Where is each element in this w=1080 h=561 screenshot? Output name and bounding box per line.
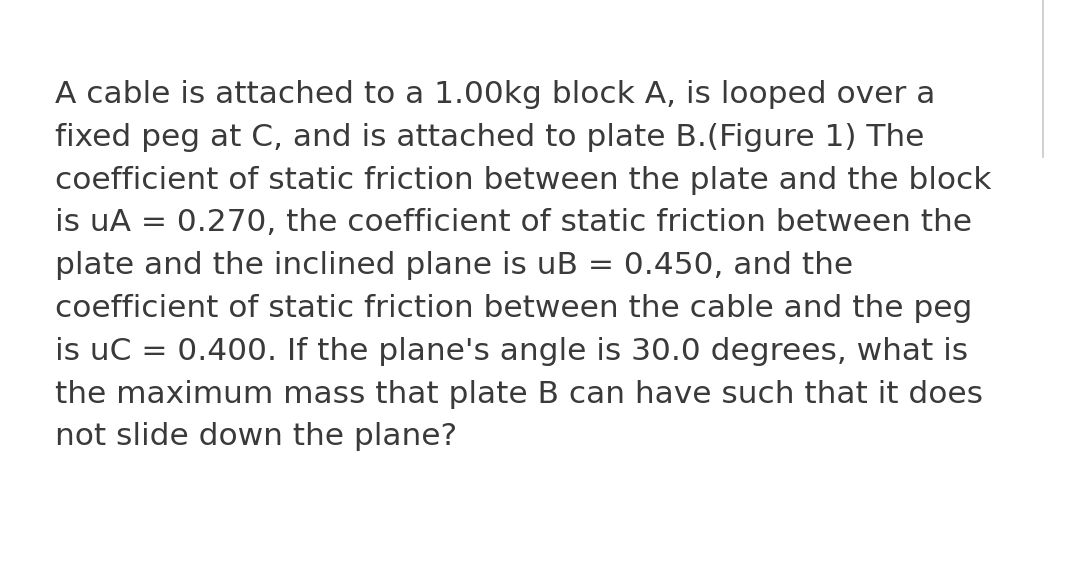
Text: A cable is attached to a 1.00kg block A, is looped over a
fixed peg at C, and is: A cable is attached to a 1.00kg block A,… xyxy=(55,80,991,452)
